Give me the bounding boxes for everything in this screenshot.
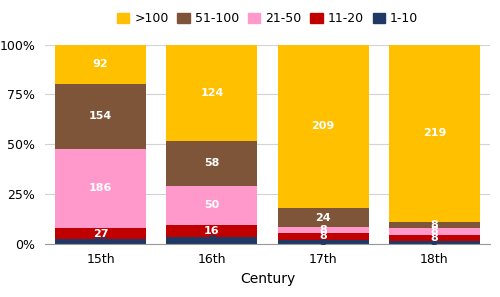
Bar <box>389 241 480 244</box>
Text: 8: 8 <box>430 226 438 236</box>
Text: 209: 209 <box>312 121 335 131</box>
Bar <box>55 83 146 149</box>
Text: 186: 186 <box>89 183 112 193</box>
Text: 16: 16 <box>204 226 220 236</box>
Legend: >100, 51-100, 21-50, 11-20, 1-10: >100, 51-100, 21-50, 11-20, 1-10 <box>112 7 424 30</box>
Bar <box>55 228 146 239</box>
Bar <box>278 208 368 227</box>
Text: 8: 8 <box>430 233 438 243</box>
Text: 50: 50 <box>204 200 220 211</box>
Text: 8: 8 <box>430 220 438 230</box>
Text: 5: 5 <box>320 237 327 247</box>
Text: 24: 24 <box>316 213 331 223</box>
Text: 154: 154 <box>89 111 112 121</box>
Bar <box>389 45 480 222</box>
Text: 8: 8 <box>320 225 327 235</box>
Text: 10: 10 <box>93 236 108 247</box>
Bar <box>278 240 368 244</box>
Bar <box>166 141 258 186</box>
Bar <box>278 45 368 208</box>
Bar <box>55 239 146 244</box>
Bar <box>278 233 368 240</box>
Bar <box>166 237 258 244</box>
Text: 3: 3 <box>430 237 438 247</box>
Bar <box>389 235 480 241</box>
Bar <box>389 222 480 228</box>
Bar <box>389 228 480 235</box>
Text: 8: 8 <box>320 231 327 241</box>
Text: 58: 58 <box>204 159 220 168</box>
Bar <box>166 225 258 237</box>
Bar <box>55 45 146 83</box>
Text: 92: 92 <box>93 59 108 69</box>
Text: 219: 219 <box>422 128 446 138</box>
Bar <box>166 186 258 225</box>
X-axis label: Century: Century <box>240 272 295 286</box>
Text: 27: 27 <box>93 229 108 238</box>
Bar <box>55 149 146 228</box>
Bar <box>278 227 368 233</box>
Text: 8: 8 <box>208 236 216 245</box>
Text: 124: 124 <box>200 88 224 98</box>
Bar <box>166 45 258 141</box>
